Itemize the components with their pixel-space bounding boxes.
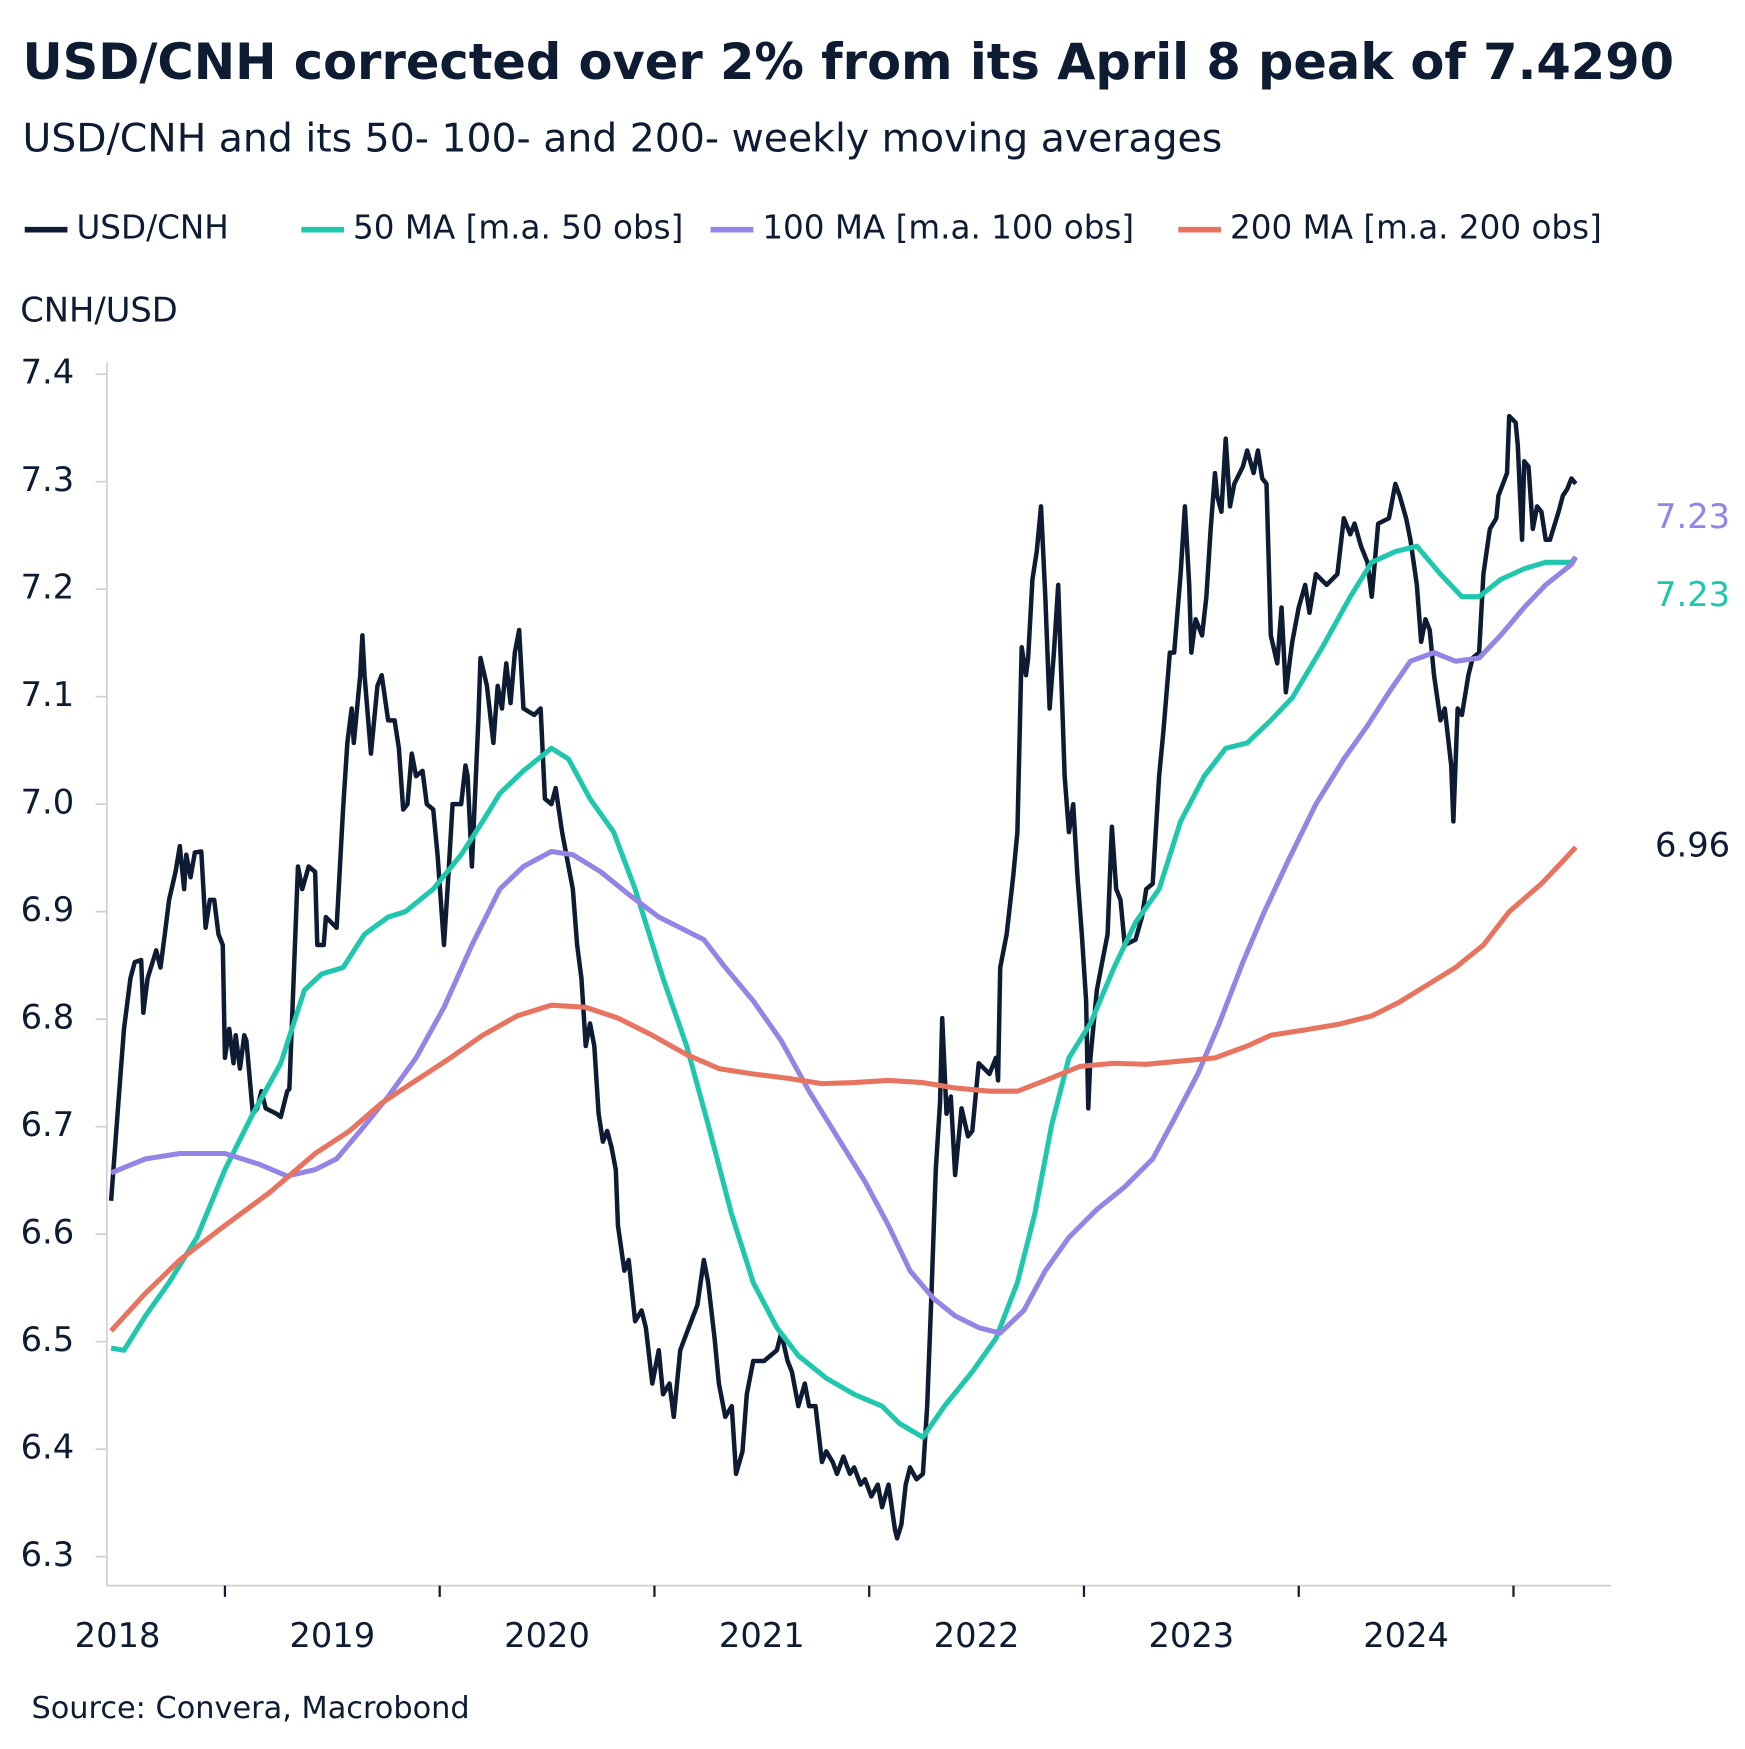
legend-label: 200 MA [m.a. 200 obs] [1230,209,1602,247]
y-tick-label: 7.2 [21,568,75,607]
y-tick-label: 7.3 [21,460,75,499]
legend-label: 50 MA [m.a. 50 obs] [353,209,683,247]
x-tick-label: 2018 [75,1616,161,1655]
y-tick-label: 7.4 [21,353,75,392]
end-label: 7.23 [1655,575,1730,614]
y-tick-label: 6.7 [21,1105,75,1144]
chart-subtitle: USD/CNH and its 50- 100- and 200- weekly… [22,115,1222,161]
legend-label: USD/CNH [76,209,228,247]
x-tick-label: 2022 [934,1616,1020,1655]
end-label: 7.23 [1655,497,1730,536]
y-tick-label: 7.1 [21,675,75,714]
series-line [110,543,1578,1440]
x-tick-label: 2019 [289,1616,375,1655]
y-tick-label: 6.4 [21,1428,75,1467]
y-tick-label: 6.5 [21,1320,75,1359]
series-line [110,555,1578,1336]
y-axis-label: CNH/USD [20,290,178,329]
y-tick-label: 6.9 [21,890,75,929]
source: Source: Convera, Macrobond [31,1691,469,1726]
x-tick-label: 2020 [504,1616,590,1655]
y-tick-label: 6.8 [21,998,75,1037]
chart-title: USD/CNH corrected over 2% from its April… [22,33,1674,91]
end-label: 6.96 [1655,826,1730,865]
y-tick-label: 6.6 [21,1213,75,1252]
y-tick-label: 6.3 [21,1535,75,1574]
series-line [108,413,1578,1541]
x-tick-label: 2024 [1363,1616,1449,1655]
x-tick-label: 2023 [1148,1616,1234,1655]
x-tick-label: 2021 [719,1616,805,1655]
series-line [109,845,1578,1333]
legend-label: 100 MA [m.a. 100 obs] [762,209,1134,247]
y-tick-label: 7.0 [21,783,75,822]
